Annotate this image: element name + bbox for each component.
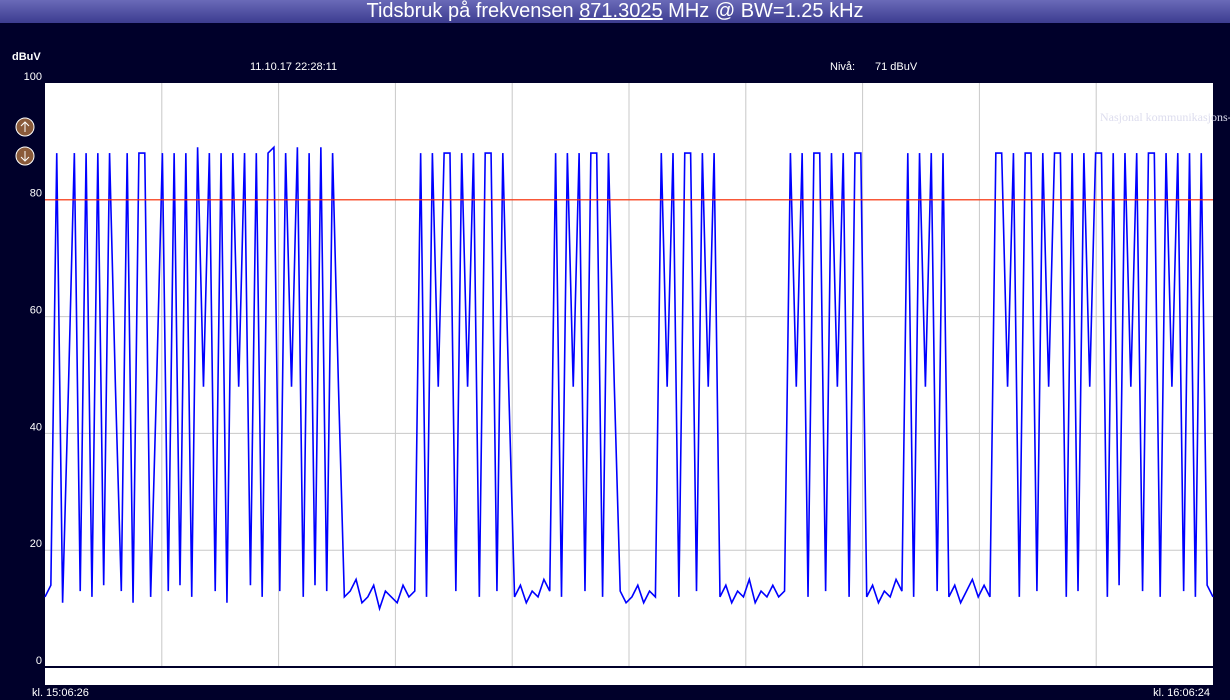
timestamp: 11.10.17 22:28:11 xyxy=(250,61,337,73)
title-prefix: Tidsbruk på frekvensen xyxy=(366,0,574,22)
y-tick-label: 0 xyxy=(36,655,42,667)
frequency: 871.3025 xyxy=(579,0,663,22)
down-button[interactable] xyxy=(15,146,35,166)
watermark: Nasjonal kommunikasjons-myndighet xyxy=(1100,110,1230,124)
y-tick-label: 60 xyxy=(30,305,42,317)
chart: dBuV 11.10.17 22:28:11 Nivå: 71 dBuV Nas… xyxy=(12,51,1230,699)
x-start-label: kl. 15:06:26 xyxy=(32,687,89,699)
baseline-band xyxy=(45,667,1213,685)
vertical-grid xyxy=(161,83,1097,667)
y-tick-label: 80 xyxy=(30,188,42,200)
y-tick-label: 40 xyxy=(30,421,42,433)
y-tick-label: 100 xyxy=(24,71,42,83)
x-end-label: kl. 16:06:24 xyxy=(1153,687,1210,699)
signal-trace xyxy=(44,145,1214,612)
y-tick-label: 20 xyxy=(30,538,42,550)
level-label: Nivå: xyxy=(830,61,855,73)
level-value: 71 dBuV xyxy=(875,61,918,73)
y-axis-label: dBuV xyxy=(12,51,41,63)
up-button[interactable] xyxy=(15,117,35,137)
title-suffix: MHz @ BW=1.25 kHz xyxy=(668,0,864,22)
title-bar: Tidsbruk på frekvensen 871.3025 MHz @ BW… xyxy=(0,0,1230,23)
